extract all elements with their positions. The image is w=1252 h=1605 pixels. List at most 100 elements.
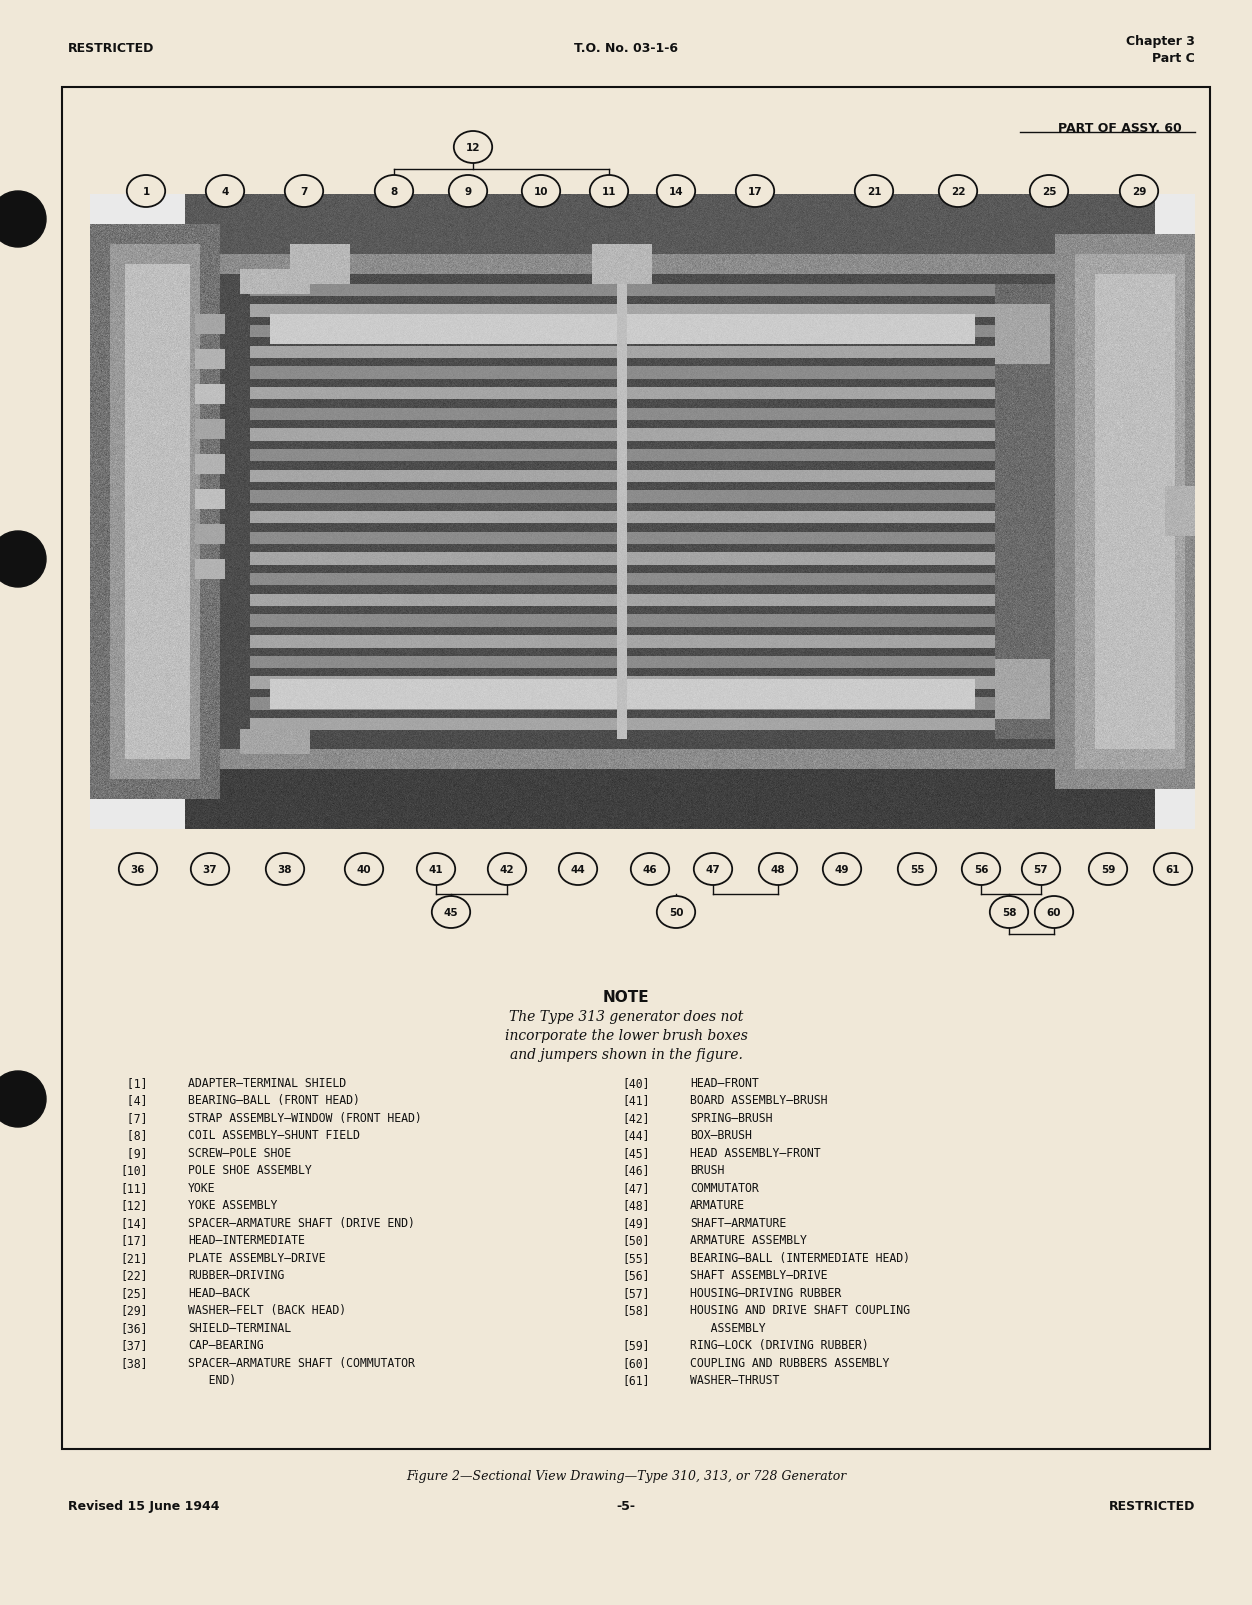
Text: 8: 8: [391, 186, 398, 197]
Text: YOKE ASSEMBLY: YOKE ASSEMBLY: [188, 1199, 278, 1212]
Ellipse shape: [417, 854, 456, 886]
Text: 47: 47: [706, 865, 720, 875]
Text: STRAP ASSEMBLY—WINDOW (FRONT HEAD): STRAP ASSEMBLY—WINDOW (FRONT HEAD): [188, 1111, 422, 1123]
Text: Part C: Part C: [1152, 51, 1194, 64]
Ellipse shape: [453, 132, 492, 164]
Text: [40]: [40]: [622, 1077, 650, 1090]
Text: [42]: [42]: [622, 1111, 650, 1123]
Ellipse shape: [1035, 897, 1073, 928]
Text: 4: 4: [222, 186, 229, 197]
Text: 57: 57: [1034, 865, 1048, 875]
Ellipse shape: [265, 854, 304, 886]
Text: [59]: [59]: [622, 1339, 650, 1351]
Text: COMMUTATOR: COMMUTATOR: [690, 1181, 759, 1194]
Text: HOUSING AND DRIVE SHAFT COUPLING: HOUSING AND DRIVE SHAFT COUPLING: [690, 1303, 910, 1316]
Circle shape: [0, 531, 46, 587]
Text: [4]: [4]: [120, 1095, 148, 1107]
Text: HEAD—FRONT: HEAD—FRONT: [690, 1077, 759, 1090]
Text: 41: 41: [428, 865, 443, 875]
Text: [7]: [7]: [120, 1111, 148, 1123]
Text: END): END): [188, 1374, 237, 1387]
Ellipse shape: [119, 854, 158, 886]
Text: 9: 9: [464, 186, 472, 197]
Text: T.O. No. 03-1-6: T.O. No. 03-1-6: [573, 42, 679, 55]
Text: PLATE ASSEMBLY—DRIVE: PLATE ASSEMBLY—DRIVE: [188, 1252, 326, 1265]
Circle shape: [0, 1071, 46, 1127]
Text: RESTRICTED: RESTRICTED: [1108, 1499, 1194, 1512]
Ellipse shape: [448, 177, 487, 209]
Text: BEARING—BALL (FRONT HEAD): BEARING—BALL (FRONT HEAD): [188, 1095, 359, 1107]
Ellipse shape: [1089, 854, 1127, 886]
Text: -5-: -5-: [616, 1499, 636, 1512]
Text: 61: 61: [1166, 865, 1181, 875]
Text: [41]: [41]: [622, 1095, 650, 1107]
Text: [37]: [37]: [120, 1339, 148, 1351]
Text: 50: 50: [669, 907, 684, 918]
Ellipse shape: [1119, 177, 1158, 209]
Text: 29: 29: [1132, 186, 1146, 197]
Text: 25: 25: [1042, 186, 1057, 197]
Text: 36: 36: [130, 865, 145, 875]
Text: 58: 58: [1002, 907, 1017, 918]
Text: [55]: [55]: [622, 1252, 650, 1265]
Text: 10: 10: [533, 186, 548, 197]
Text: HOUSING—DRIVING RUBBER: HOUSING—DRIVING RUBBER: [690, 1286, 841, 1298]
Text: BOX—BRUSH: BOX—BRUSH: [690, 1128, 752, 1141]
Text: BOARD ASSEMBLY—BRUSH: BOARD ASSEMBLY—BRUSH: [690, 1095, 828, 1107]
Text: [57]: [57]: [622, 1286, 650, 1298]
Ellipse shape: [823, 854, 861, 886]
Text: [10]: [10]: [120, 1164, 148, 1176]
Circle shape: [0, 193, 46, 247]
Ellipse shape: [126, 177, 165, 209]
Ellipse shape: [205, 177, 244, 209]
Text: [56]: [56]: [622, 1268, 650, 1282]
Text: [17]: [17]: [120, 1234, 148, 1247]
Text: HEAD—INTERMEDIATE: HEAD—INTERMEDIATE: [188, 1234, 305, 1247]
Text: 45: 45: [443, 907, 458, 918]
Text: The Type 313 generator does not: The Type 313 generator does not: [508, 1010, 744, 1024]
Ellipse shape: [374, 177, 413, 209]
Ellipse shape: [1022, 854, 1060, 886]
Text: RESTRICTED: RESTRICTED: [68, 42, 154, 55]
Text: CAP—BEARING: CAP—BEARING: [188, 1339, 264, 1351]
Text: [58]: [58]: [622, 1303, 650, 1316]
Text: SPACER—ARMATURE SHAFT (COMMUTATOR: SPACER—ARMATURE SHAFT (COMMUTATOR: [188, 1356, 414, 1369]
Text: 55: 55: [910, 865, 924, 875]
Ellipse shape: [759, 854, 798, 886]
Ellipse shape: [488, 854, 526, 886]
Ellipse shape: [1030, 177, 1068, 209]
Text: COIL ASSEMBLY—SHUNT FIELD: COIL ASSEMBLY—SHUNT FIELD: [188, 1128, 359, 1141]
Text: [60]: [60]: [622, 1356, 650, 1369]
Text: SHAFT—ARMATURE: SHAFT—ARMATURE: [690, 1217, 786, 1229]
Text: [11]: [11]: [120, 1181, 148, 1194]
Ellipse shape: [657, 177, 695, 209]
Text: ARMATURE ASSEMBLY: ARMATURE ASSEMBLY: [690, 1234, 806, 1247]
Text: SPRING—BRUSH: SPRING—BRUSH: [690, 1111, 772, 1123]
Text: RING—LOCK (DRIVING RUBBER): RING—LOCK (DRIVING RUBBER): [690, 1339, 869, 1351]
Text: COUPLING AND RUBBERS ASSEMBLY: COUPLING AND RUBBERS ASSEMBLY: [690, 1356, 889, 1369]
Text: [61]: [61]: [622, 1374, 650, 1387]
Text: [29]: [29]: [120, 1303, 148, 1316]
Text: 22: 22: [950, 186, 965, 197]
Text: 17: 17: [747, 186, 762, 197]
Text: 59: 59: [1101, 865, 1116, 875]
Ellipse shape: [657, 897, 695, 928]
Ellipse shape: [939, 177, 978, 209]
Text: [14]: [14]: [120, 1217, 148, 1229]
Text: ARMATURE: ARMATURE: [690, 1199, 745, 1212]
Text: HEAD—BACK: HEAD—BACK: [188, 1286, 250, 1298]
Text: WASHER—FELT (BACK HEAD): WASHER—FELT (BACK HEAD): [188, 1303, 346, 1316]
Ellipse shape: [558, 854, 597, 886]
Text: 11: 11: [602, 186, 616, 197]
Ellipse shape: [694, 854, 732, 886]
Ellipse shape: [631, 854, 670, 886]
Text: [9]: [9]: [120, 1146, 148, 1159]
Text: incorporate the lower brush boxes: incorporate the lower brush boxes: [505, 1029, 747, 1042]
Text: 42: 42: [500, 865, 515, 875]
Text: 56: 56: [974, 865, 988, 875]
Text: HEAD ASSEMBLY—FRONT: HEAD ASSEMBLY—FRONT: [690, 1146, 820, 1159]
Text: [44]: [44]: [622, 1128, 650, 1141]
Ellipse shape: [284, 177, 323, 209]
Text: [25]: [25]: [120, 1286, 148, 1298]
Text: 21: 21: [866, 186, 881, 197]
